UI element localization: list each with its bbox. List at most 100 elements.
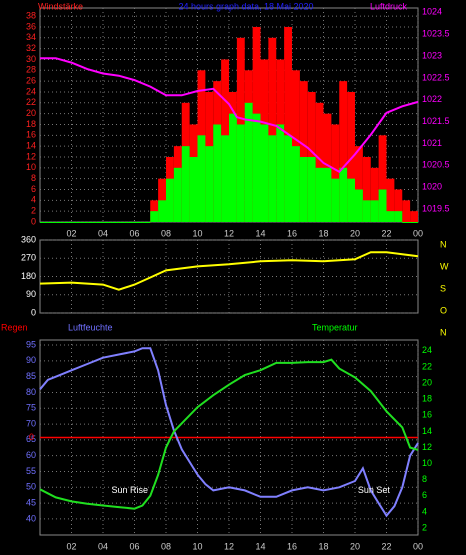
y2-tick-label: 10	[422, 458, 432, 468]
y-tick-label: 34	[26, 32, 36, 42]
y-tick-label: 8	[31, 173, 36, 183]
wind-bar	[252, 113, 261, 222]
wind-bar	[370, 200, 379, 222]
y-tick-label: 16	[26, 130, 36, 140]
wind-bar	[268, 135, 277, 222]
wind-bar	[394, 189, 403, 222]
y-tick-label: 10	[26, 162, 36, 172]
x-tick-label: 14	[255, 541, 265, 551]
x-tick-label: 04	[98, 541, 108, 551]
y2-tick-label: 1019.5	[422, 203, 450, 213]
wind-bar	[63, 222, 72, 223]
y-tick-label: 270	[21, 253, 36, 263]
wind-bar	[166, 178, 174, 222]
wind-bar	[378, 135, 387, 222]
wind-bar	[307, 156, 316, 222]
wind-bar	[189, 156, 198, 222]
x-tick-label: 16	[287, 541, 297, 551]
wind-bar	[181, 146, 190, 222]
y-tick-label: 12	[26, 151, 36, 161]
y-tick-label: 60	[26, 450, 36, 460]
x-tick-label: 20	[350, 228, 360, 238]
y2-tick-label: 8	[422, 474, 427, 484]
wind-bar	[260, 124, 269, 222]
wind-bar	[299, 81, 308, 222]
y3-tick-label: 0	[29, 432, 34, 442]
x-tick-label: 04	[98, 228, 108, 238]
wind-bar	[299, 156, 308, 222]
wind-bar	[47, 222, 56, 223]
wind-bar	[410, 211, 418, 222]
wind-bar	[205, 146, 214, 222]
chart-title: 24 hours graph data, 18 Mai 2020	[178, 1, 313, 11]
wind-bar	[229, 113, 237, 222]
y2-tick-label: 1020	[422, 181, 442, 191]
wind-bar	[236, 124, 245, 222]
x-tick-label: 14	[255, 228, 265, 238]
wind-bar	[331, 178, 340, 222]
y-tick-label: 65	[26, 434, 36, 444]
y2-tick-label: 1022.5	[422, 72, 450, 82]
wind-bar	[134, 222, 143, 223]
wind-bar	[339, 167, 348, 222]
annotation: Sun Rise	[112, 485, 149, 495]
wind-bar	[347, 91, 355, 222]
wind-bar	[79, 222, 88, 223]
y2-tick-label: 20	[422, 377, 432, 387]
x-tick-label: 12	[224, 541, 234, 551]
y-tick-label: 90	[26, 289, 36, 299]
wind-bar	[378, 189, 387, 222]
wind-bar	[213, 124, 222, 222]
y-tick-label: 28	[26, 65, 36, 75]
y-tick-label: 50	[26, 482, 36, 492]
y2-tick-label: 1021	[422, 138, 442, 148]
y-tick-label: 360	[21, 234, 36, 244]
y-tick-label: 30	[26, 54, 36, 64]
y-tick-label: 45	[26, 497, 36, 507]
y2-tick-label: 1021.5	[422, 116, 450, 126]
x-tick-label: 16	[287, 228, 297, 238]
x-tick-label: 02	[66, 228, 76, 238]
x-tick-label: 22	[381, 228, 391, 238]
x-tick-label: 00	[413, 541, 423, 551]
wind-bar	[323, 167, 332, 222]
y-tick-label: 40	[26, 513, 36, 523]
y2-tick-label: 6	[422, 490, 427, 500]
x-tick-label: 18	[318, 541, 328, 551]
y-tick-label: 32	[26, 43, 36, 53]
direction-label: N	[440, 239, 447, 249]
y-tick-label: 90	[26, 355, 36, 365]
y-tick-label: 2	[31, 206, 36, 216]
y2-tick-label: 4	[422, 506, 427, 516]
x-tick-label: 06	[129, 228, 139, 238]
wind-bar	[268, 37, 277, 222]
direction-label: N	[440, 327, 447, 337]
wind-bar	[40, 222, 48, 223]
x-tick-label: 20	[350, 541, 360, 551]
wind-bar	[55, 222, 64, 223]
y2-tick-label: 24	[422, 345, 432, 355]
y-tick-label: 70	[26, 418, 36, 428]
y-tick-label: 36	[26, 21, 36, 31]
x-tick-label: 18	[318, 228, 328, 238]
wind-bar	[394, 211, 403, 222]
y2-tick-label: 1020.5	[422, 160, 450, 170]
y-tick-label: 95	[26, 339, 36, 349]
series-line	[40, 57, 419, 174]
y3-axis-label: Regen	[1, 322, 28, 332]
wind-bar	[355, 146, 363, 222]
wind-bar	[221, 135, 229, 222]
y-tick-label: 55	[26, 466, 36, 476]
y-tick-label: 18	[26, 119, 36, 129]
wind-bar	[142, 222, 151, 223]
series-line	[39, 347, 419, 518]
x-tick-label: 22	[381, 541, 391, 551]
wind-bar	[197, 135, 206, 222]
y-axis-label: Luftfeuchte	[68, 322, 113, 332]
direction-label: W	[440, 261, 449, 271]
wind-bar	[402, 222, 411, 223]
y-axis-label: Windstärke	[38, 1, 83, 11]
wind-bar	[276, 124, 285, 222]
x-tick-label: 08	[161, 228, 171, 238]
